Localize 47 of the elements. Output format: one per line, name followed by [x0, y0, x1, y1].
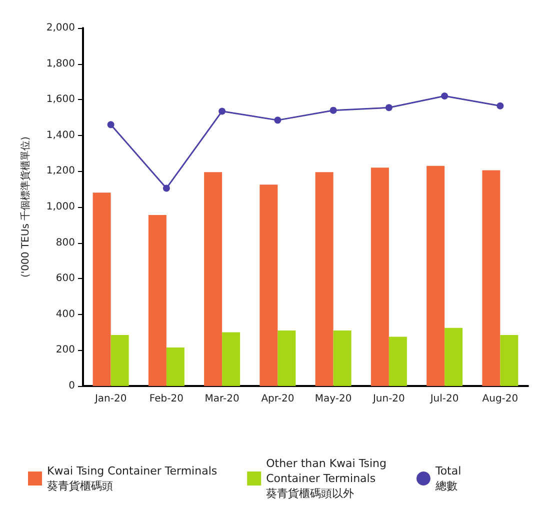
- bar: [278, 330, 296, 386]
- y-tick-label: 2,000: [46, 22, 75, 34]
- point: [274, 116, 282, 124]
- point: [385, 104, 392, 112]
- x-tick-label: Jun-20: [372, 394, 405, 404]
- y-tick-label: 1,000: [46, 202, 75, 212]
- x-tick-label: Feb-20: [149, 394, 184, 404]
- point: [218, 108, 226, 115]
- point: [107, 121, 114, 128]
- bar: [370, 168, 389, 386]
- bar: [92, 192, 111, 386]
- y-tick-label: 400: [56, 308, 75, 320]
- point: [162, 184, 170, 192]
- bar: [222, 332, 240, 386]
- bar: [426, 166, 445, 386]
- bar: [500, 334, 518, 386]
- y-axis-title: ('000 TEUs 千個標準貨櫃單位): [20, 136, 32, 278]
- point: [496, 102, 504, 110]
- bar: [482, 170, 500, 386]
- x-tick-label: May-20: [314, 394, 352, 404]
- bar: [260, 184, 278, 386]
- x-tick-label: Mar-20: [204, 394, 240, 404]
- bar: [204, 172, 222, 386]
- y-tick-label: 800: [56, 237, 75, 248]
- y-tick-label: 1,600: [46, 94, 75, 106]
- point: [330, 106, 337, 114]
- x-tick-label: Jul-20: [429, 394, 459, 404]
- bar: [148, 215, 166, 386]
- bar: [315, 172, 334, 386]
- x-tick-label: Jan-20: [94, 394, 127, 404]
- bar: [388, 336, 407, 386]
- x-tick-label: Aug-20: [482, 394, 518, 404]
- bar: [110, 334, 129, 386]
- y-tick-label: 0: [68, 380, 75, 392]
- y-tick-label: 200: [56, 344, 75, 356]
- x-tick-label: Apr-20: [261, 394, 294, 404]
- point: [441, 92, 448, 100]
- bar: [333, 330, 352, 386]
- y-tick-label: 600: [56, 273, 75, 284]
- y-tick-label: 1,200: [46, 166, 75, 177]
- y-tick-label: 1,400: [46, 130, 75, 141]
- bar: [166, 348, 184, 386]
- legend-label: Kwai Tsing Container Terminals 葵青貨櫃碼頭: [47, 464, 218, 492]
- legend-label: Other than Kwai Tsing Container Terminals 葵青貨櫃碼頭以外: [266, 457, 386, 500]
- bar: [444, 328, 463, 386]
- y-tick-label: 1,800: [46, 58, 75, 70]
- legend-label: Total 總數: [434, 464, 462, 492]
